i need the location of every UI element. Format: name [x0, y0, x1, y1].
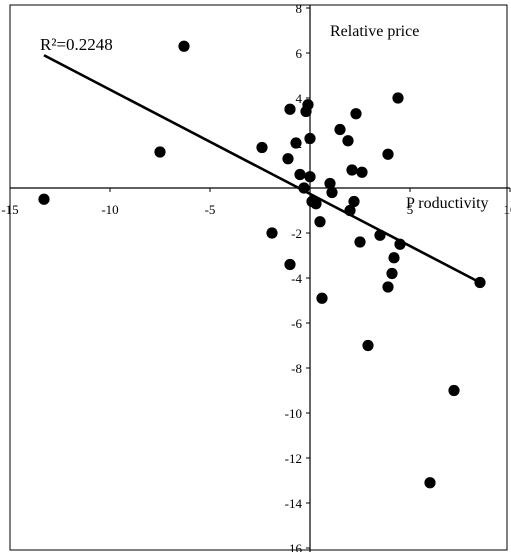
- data-point: [294, 168, 306, 181]
- x-tick-label: -5: [205, 202, 216, 217]
- y-tick-label: 8: [296, 1, 303, 16]
- data-point: [382, 148, 394, 160]
- data-point: [304, 132, 316, 145]
- data-point: [424, 477, 436, 489]
- y-tick-label: -14: [285, 496, 303, 511]
- data-point: [346, 164, 358, 176]
- y-tick-label: -6: [291, 316, 302, 331]
- data-point: [350, 108, 362, 120]
- data-point: [326, 186, 338, 199]
- data-point: [154, 146, 166, 158]
- data-point: [284, 103, 296, 115]
- y-tick-label: 6: [296, 46, 303, 61]
- data-point: [290, 137, 302, 149]
- plot-frame: [9, 4, 508, 551]
- data-point: [324, 177, 336, 190]
- y-tick-label: -12: [285, 451, 302, 466]
- data-point: [356, 166, 368, 178]
- tick-marks: [9, 7, 511, 549]
- data-point: [386, 267, 398, 280]
- x-axis-label: P roductivity: [406, 195, 489, 212]
- data-point: [316, 292, 328, 304]
- data-point: [310, 198, 322, 210]
- data-point: [348, 195, 360, 208]
- y-axis-label: Relative price: [330, 23, 419, 40]
- data-point: [178, 40, 190, 52]
- data-point: [354, 236, 366, 248]
- data-point: [314, 216, 326, 228]
- data-point: [388, 252, 400, 264]
- data-point: [266, 227, 278, 239]
- data-point: [256, 141, 268, 154]
- data-point: [284, 258, 296, 271]
- x-tick-label: -15: [1, 202, 18, 217]
- y-tick-label: 4: [296, 91, 303, 106]
- x-tick-label: -10: [101, 202, 118, 217]
- data-point: [392, 92, 404, 104]
- data-point: [342, 135, 354, 147]
- y-tick-label: -16: [285, 541, 303, 552]
- data-point: [362, 339, 374, 352]
- y-tick-label: -8: [291, 361, 302, 376]
- y-tick-label: -4: [291, 271, 302, 286]
- trendline-group: [43, 54, 481, 284]
- y-tick-label: -10: [285, 406, 302, 421]
- trendline: [43, 54, 481, 284]
- data-point: [302, 99, 314, 111]
- data-point: [334, 123, 346, 136]
- data-points: [38, 40, 486, 489]
- x-tick-label: 10: [504, 202, 511, 217]
- data-point: [38, 193, 50, 205]
- r-squared-annotation: R²=0.2248: [40, 35, 113, 54]
- data-point: [448, 384, 460, 397]
- y-tick-label: -2: [291, 226, 302, 241]
- data-point: [304, 171, 316, 183]
- data-point: [382, 281, 394, 293]
- x-tick-label: 5: [407, 202, 414, 217]
- data-point: [282, 153, 294, 165]
- axes: [10, 5, 510, 552]
